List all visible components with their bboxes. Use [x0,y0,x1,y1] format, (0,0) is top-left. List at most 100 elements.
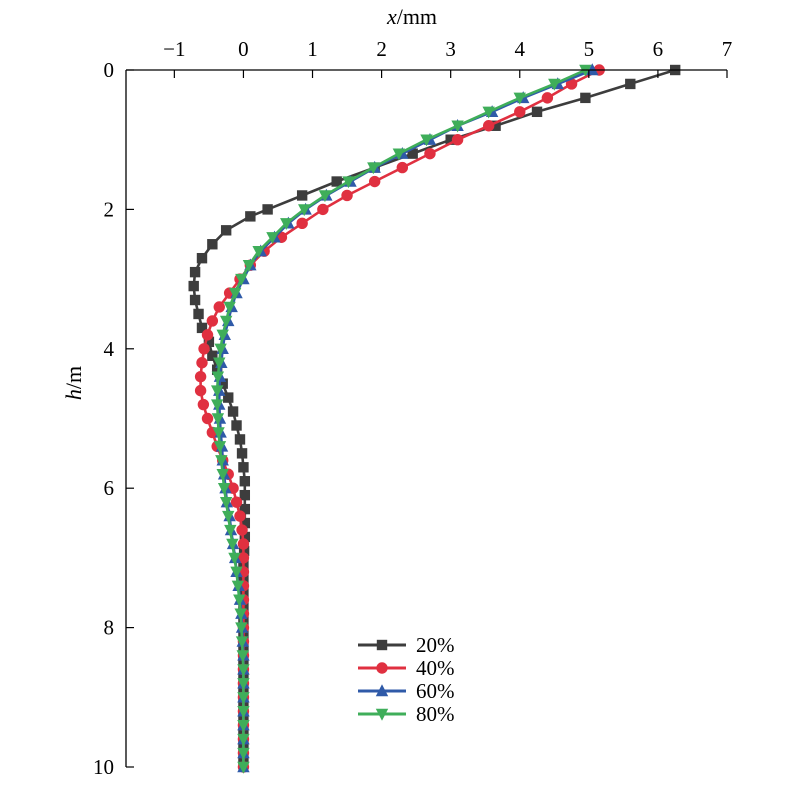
x-tick-label: 7 [722,37,733,61]
data-point [625,78,636,90]
data-point [237,552,250,564]
data-point [235,636,249,649]
data-point [237,706,250,718]
data-point [296,217,308,230]
data-point [341,189,353,202]
data-point [196,252,208,264]
data-point [245,211,256,222]
x-ticks: −1 0 1 2 3 4 5 6 7 [163,37,732,78]
data-point [236,448,248,459]
data-point [367,162,380,175]
legend-swatch-marker [376,639,388,651]
data-point [236,650,249,663]
data-point [194,384,207,397]
x-tick-label: 0 [238,37,249,61]
data-point [235,273,248,286]
data-point [392,148,406,161]
data-point [219,315,233,328]
data-point [196,322,208,334]
data-point [231,580,245,593]
data-point [193,308,204,320]
data-point [237,733,250,746]
data-point [215,455,228,468]
data-point [451,120,464,133]
data-point [228,552,241,565]
axes [125,69,727,767]
data-point [237,538,250,550]
data-point [227,406,239,417]
series-2 [194,64,605,773]
data-point [531,106,543,118]
data-point [236,524,248,536]
data-point [407,148,418,159]
data-point [242,259,256,272]
data-point [206,315,219,327]
data-point [216,469,229,481]
data-point [482,120,495,132]
data-point [203,336,215,348]
data-point [234,510,246,522]
legend-item: 40% [358,656,455,680]
data-point [210,385,224,398]
data-point [513,92,526,105]
series-4 [210,64,592,774]
legend-label: 20% [416,633,455,657]
x-tick-label: 3 [445,37,456,61]
data-point [228,287,242,300]
data-point [217,378,228,389]
data-point [223,392,234,403]
data-point [214,343,227,356]
data-point [548,78,561,91]
data-point [296,190,308,201]
legend: 20%40%60%80% [358,633,455,726]
data-point [237,719,250,732]
legend-item: 60% [358,679,455,703]
x-axis-title: x/mm [386,4,437,29]
data-point [196,357,208,369]
y-tick-label: 8 [104,616,115,640]
data-point [239,503,251,515]
y-tick-label: 4 [104,337,115,361]
y-tick-label: 2 [104,197,115,221]
legend-label: 40% [416,656,455,680]
data-point [211,371,225,384]
data-point [237,692,250,704]
data-point [580,92,591,104]
data-point [280,218,293,231]
data-point [266,232,279,244]
data-point [239,489,251,501]
data-point [217,483,231,495]
data-point [226,538,239,551]
data-point [490,120,501,131]
x-tick-label: −1 [163,37,185,61]
data-point [224,524,237,537]
series-line [199,68,600,767]
x-tick-label: 4 [515,37,526,61]
data-point [579,64,592,77]
legend-label: 80% [416,702,455,726]
data-point [231,420,242,431]
data-point [230,566,243,579]
legend-swatch-marker [375,684,389,697]
y-tick-label: 6 [104,476,115,500]
data-point [342,176,355,189]
data-point [222,510,235,523]
data-point [239,476,251,487]
data-point [201,329,214,341]
data-point [424,147,436,160]
y-ticks: 0 2 4 6 8 10 [93,58,134,779]
legend-item: 80% [358,702,455,726]
data-point [565,78,578,90]
data-point [189,294,201,306]
data-point [318,190,332,203]
data-point [213,357,226,370]
series-line [218,68,593,767]
data-point [234,608,247,621]
data-point [207,350,218,361]
data-point [541,92,554,104]
data-point [211,364,223,375]
data-point [230,496,243,508]
data-point [198,343,210,355]
data-point [237,761,250,774]
y-tick-label: 10 [93,755,114,779]
